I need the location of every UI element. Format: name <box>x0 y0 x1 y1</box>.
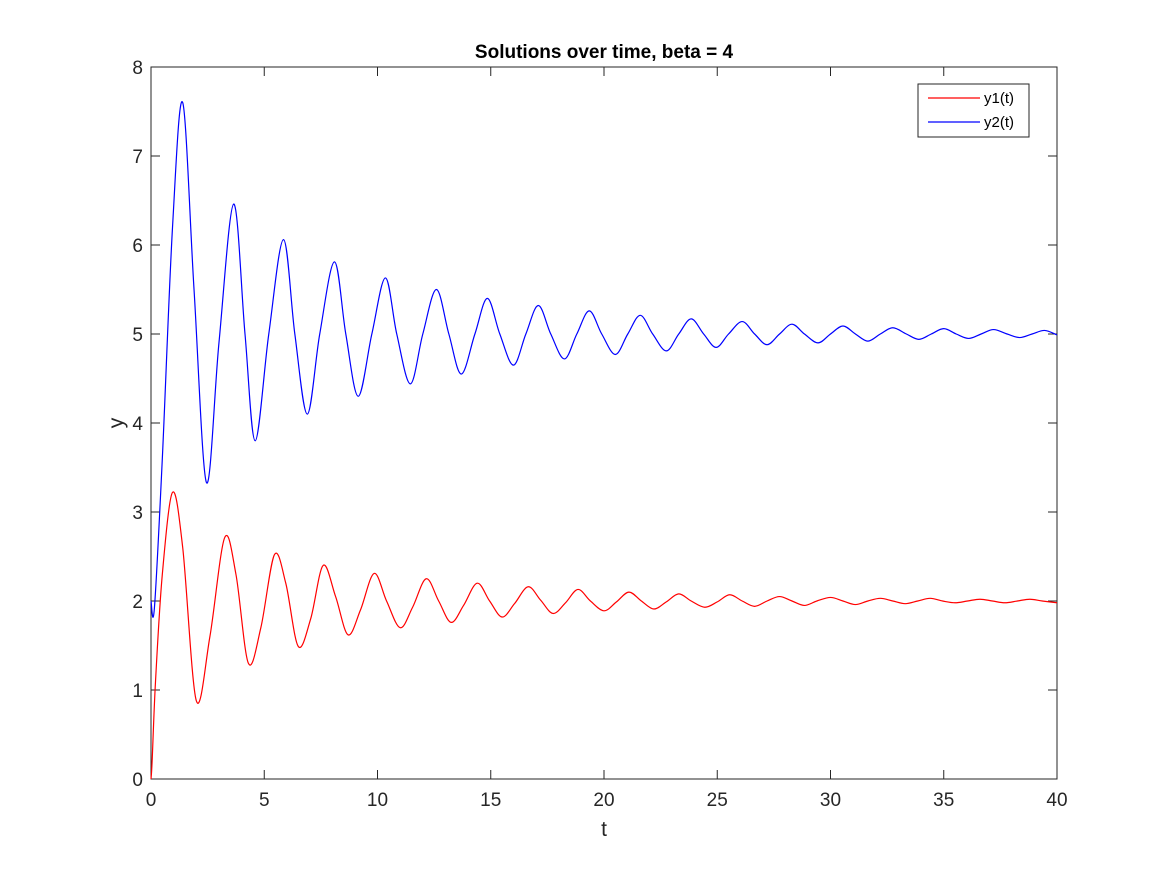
legend: y1(t) y2(t) <box>917 83 1030 138</box>
series-lines <box>150 101 1058 780</box>
x-tick-label: 10 <box>367 790 388 811</box>
series-line-y1t <box>150 491 1058 780</box>
x-tick-label: 0 <box>146 790 157 811</box>
y-tick-label: 8 <box>132 58 143 79</box>
y-tick-label: 2 <box>132 592 143 613</box>
x-tick-label: 15 <box>480 790 501 811</box>
x-tick-label: 25 <box>707 790 728 811</box>
x-axis-label: t <box>601 818 607 841</box>
legend-label-y2: y2(t) <box>984 114 1014 131</box>
y-tick-label: 6 <box>132 236 143 257</box>
y-tick-label: 3 <box>132 503 143 524</box>
tick-marks <box>150 66 1058 780</box>
y-tick-label: 4 <box>132 414 143 435</box>
legend-label-y1: y1(t) <box>984 90 1014 107</box>
x-tick-label: 30 <box>820 790 841 811</box>
y-tick-label: 5 <box>132 325 143 346</box>
tick-labels: 0 5 10 15 20 25 30 35 40 0 1 2 3 4 5 6 7 8 <box>132 58 1067 811</box>
plot-area <box>150 66 1058 780</box>
chart-title: Solutions over time, beta = 4 <box>475 42 734 63</box>
y-tick-label: 1 <box>132 681 143 702</box>
y-tick-label: 0 <box>132 770 143 791</box>
x-tick-label: 5 <box>259 790 270 811</box>
y-axis-label: y <box>105 417 128 428</box>
x-tick-label: 35 <box>933 790 954 811</box>
series-line-y2t <box>150 101 1058 618</box>
x-tick-label: 20 <box>593 790 614 811</box>
x-tick-label: 40 <box>1046 790 1067 811</box>
y-tick-label: 7 <box>132 147 143 168</box>
legend-box <box>917 83 1030 138</box>
